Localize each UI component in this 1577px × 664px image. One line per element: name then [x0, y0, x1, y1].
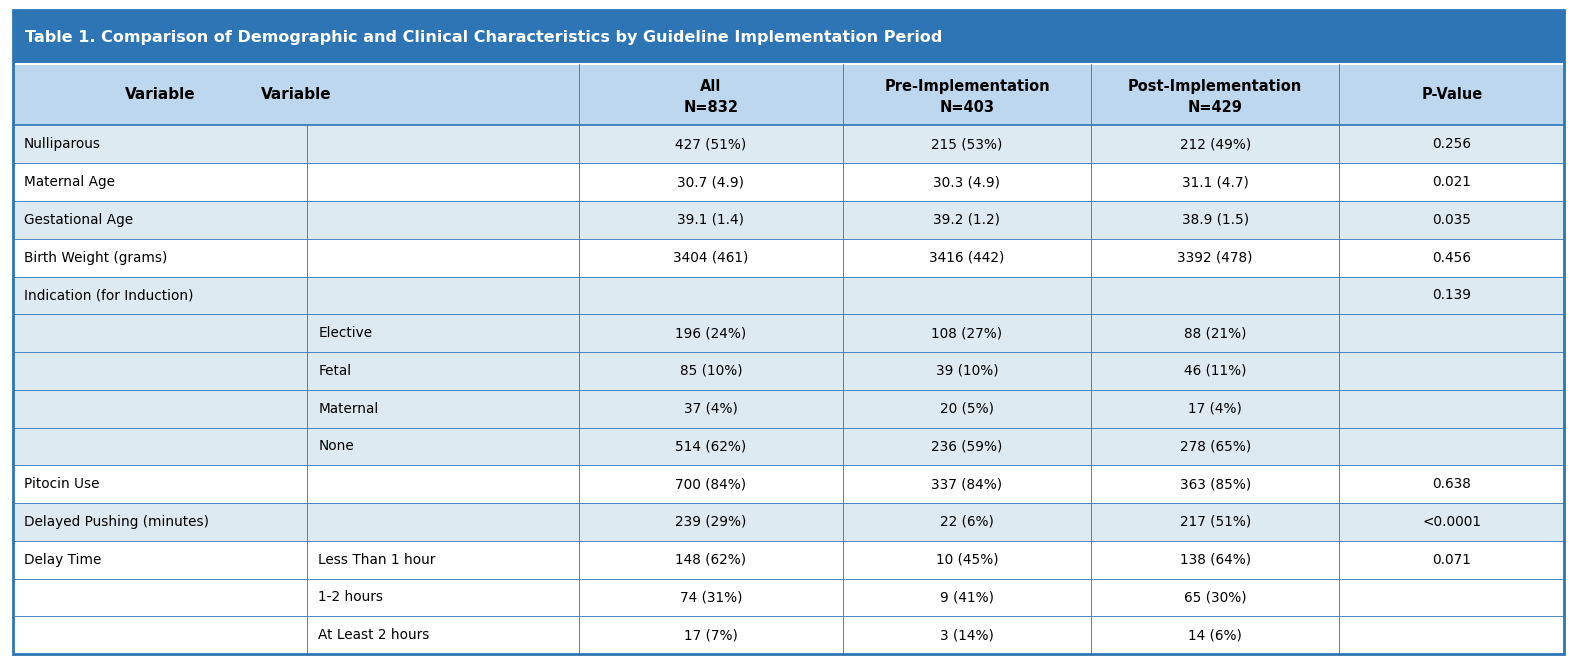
Text: 65 (30%): 65 (30%) [1184, 590, 1246, 604]
Text: 138 (64%): 138 (64%) [1180, 552, 1251, 566]
Text: 30.7 (4.9): 30.7 (4.9) [678, 175, 744, 189]
Bar [13, 314, 1564, 352]
Bar [13, 163, 1564, 201]
Text: 38.9 (1.5): 38.9 (1.5) [1181, 213, 1249, 227]
Text: 3404 (461): 3404 (461) [673, 250, 749, 265]
Bar [13, 10, 1564, 64]
Text: Post-Implementation: Post-Implementation [1128, 79, 1303, 94]
Text: 37 (4%): 37 (4%) [684, 402, 738, 416]
Text: 10 (45%): 10 (45%) [935, 552, 998, 566]
Text: 88 (21%): 88 (21%) [1184, 326, 1246, 340]
Text: 514 (62%): 514 (62%) [675, 440, 746, 454]
Text: 20 (5%): 20 (5%) [940, 402, 994, 416]
Text: 108 (27%): 108 (27%) [932, 326, 1003, 340]
Text: 3 (14%): 3 (14%) [940, 628, 994, 642]
Text: 46 (11%): 46 (11%) [1184, 364, 1246, 378]
Text: Table 1. Comparison of Demographic and Clinical Characteristics by Guideline Imp: Table 1. Comparison of Demographic and C… [25, 30, 943, 44]
Text: 0.071: 0.071 [1432, 552, 1471, 566]
Text: 337 (84%): 337 (84%) [932, 477, 1003, 491]
Bar [13, 239, 1564, 276]
Text: 39 (10%): 39 (10%) [935, 364, 998, 378]
Text: 427 (51%): 427 (51%) [675, 137, 746, 151]
Text: Maternal: Maternal [319, 402, 378, 416]
Text: 3392 (478): 3392 (478) [1178, 250, 1254, 265]
Bar [13, 465, 1564, 503]
Text: Pitocin Use: Pitocin Use [24, 477, 99, 491]
Text: 148 (62%): 148 (62%) [675, 552, 746, 566]
Text: 212 (49%): 212 (49%) [1180, 137, 1251, 151]
Text: 0.035: 0.035 [1432, 213, 1471, 227]
Text: Indication (for Induction): Indication (for Induction) [24, 288, 192, 302]
Text: Variable: Variable [125, 88, 196, 102]
Text: Less Than 1 hour: Less Than 1 hour [319, 552, 435, 566]
Text: 31.1 (4.7): 31.1 (4.7) [1181, 175, 1249, 189]
Text: 215 (53%): 215 (53%) [932, 137, 1003, 151]
Text: 14 (6%): 14 (6%) [1189, 628, 1243, 642]
Bar [13, 578, 1564, 616]
Text: 0.139: 0.139 [1432, 288, 1471, 302]
Text: Birth Weight (grams): Birth Weight (grams) [24, 250, 167, 265]
Bar [13, 125, 1564, 163]
Text: 3416 (442): 3416 (442) [929, 250, 1005, 265]
Text: At Least 2 hours: At Least 2 hours [319, 628, 431, 642]
Text: 278 (65%): 278 (65%) [1180, 440, 1251, 454]
Text: Delayed Pushing (minutes): Delayed Pushing (minutes) [24, 515, 208, 529]
Text: 9 (41%): 9 (41%) [940, 590, 994, 604]
Bar [13, 64, 1564, 125]
Text: 0.256: 0.256 [1432, 137, 1471, 151]
Text: 236 (59%): 236 (59%) [932, 440, 1003, 454]
Text: None: None [319, 440, 355, 454]
Bar [13, 540, 1564, 578]
Text: N=832: N=832 [683, 100, 738, 115]
Bar [13, 352, 1564, 390]
Text: 85 (10%): 85 (10%) [680, 364, 743, 378]
Bar [13, 390, 1564, 428]
Text: Nulliparous: Nulliparous [24, 137, 101, 151]
Text: 239 (29%): 239 (29%) [675, 515, 746, 529]
Text: Gestational Age: Gestational Age [24, 213, 132, 227]
Text: Variable: Variable [260, 88, 331, 102]
Text: 1-2 hours: 1-2 hours [319, 590, 383, 604]
Bar [13, 276, 1564, 314]
Bar [13, 201, 1564, 239]
Text: 30.3 (4.9): 30.3 (4.9) [934, 175, 1000, 189]
Bar [13, 616, 1564, 654]
Text: 39.1 (1.4): 39.1 (1.4) [678, 213, 744, 227]
Text: Elective: Elective [319, 326, 372, 340]
Text: N=403: N=403 [940, 100, 995, 115]
Text: 700 (84%): 700 (84%) [675, 477, 746, 491]
Text: All: All [700, 79, 722, 94]
Text: 22 (6%): 22 (6%) [940, 515, 994, 529]
Text: 196 (24%): 196 (24%) [675, 326, 746, 340]
Text: <0.0001: <0.0001 [1422, 515, 1481, 529]
Text: 39.2 (1.2): 39.2 (1.2) [934, 213, 1000, 227]
Text: N=429: N=429 [1187, 100, 1243, 115]
Text: 0.638: 0.638 [1432, 477, 1471, 491]
Bar [13, 428, 1564, 465]
Bar [13, 503, 1564, 540]
Text: Maternal Age: Maternal Age [24, 175, 115, 189]
Text: Delay Time: Delay Time [24, 552, 101, 566]
Text: 17 (7%): 17 (7%) [684, 628, 738, 642]
Text: 74 (31%): 74 (31%) [680, 590, 743, 604]
Text: Pre-Implementation: Pre-Implementation [885, 79, 1050, 94]
Text: 217 (51%): 217 (51%) [1180, 515, 1251, 529]
Text: 0.021: 0.021 [1432, 175, 1471, 189]
Text: Fetal: Fetal [319, 364, 352, 378]
Text: P-Value: P-Value [1421, 88, 1482, 102]
Text: 0.456: 0.456 [1432, 250, 1471, 265]
Text: 363 (85%): 363 (85%) [1180, 477, 1251, 491]
Text: 17 (4%): 17 (4%) [1189, 402, 1243, 416]
